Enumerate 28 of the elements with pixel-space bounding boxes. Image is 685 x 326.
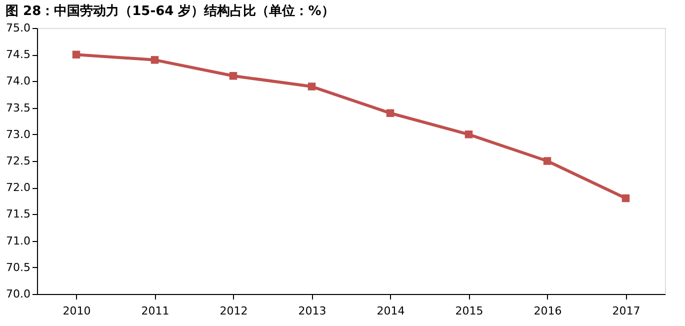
point [150,56,159,64]
x-tick-label: 2010 [62,304,91,318]
x-tick-label: 2016 [534,304,562,318]
point [229,72,238,80]
y-tick-label: 73.5 [6,101,30,114]
x-tick-label: 2013 [298,304,326,318]
y-tick-label: 71.5 [6,208,30,221]
x-tick-label: 2017 [612,304,640,318]
point [72,50,80,58]
y-tick-label: 73.0 [6,128,30,141]
y-tick-label: 75.0 [6,22,30,34]
point [308,82,316,90]
y-tick-label: 71.0 [6,234,30,248]
chart-title: 图 28：中国劳动力（15-64 岁）结构占比（单位：%） [6,3,334,19]
point [464,130,473,138]
y-tick-label: 70.0 [6,288,30,300]
x-tick-label: 2015 [455,304,484,318]
x-tick-label: 2012 [220,304,248,318]
y-tick-label: 74.0 [6,74,30,88]
x-tick-label: 2011 [141,304,170,318]
point [543,157,552,165]
point [622,194,630,202]
y-tick-label: 70.5 [6,260,30,274]
y-tick-label: 72.0 [6,181,30,194]
x-tick-label: 2014 [376,304,405,318]
point [386,109,394,117]
y-tick-label: 74.5 [6,48,30,62]
y-tick-label: 72.5 [6,154,30,168]
